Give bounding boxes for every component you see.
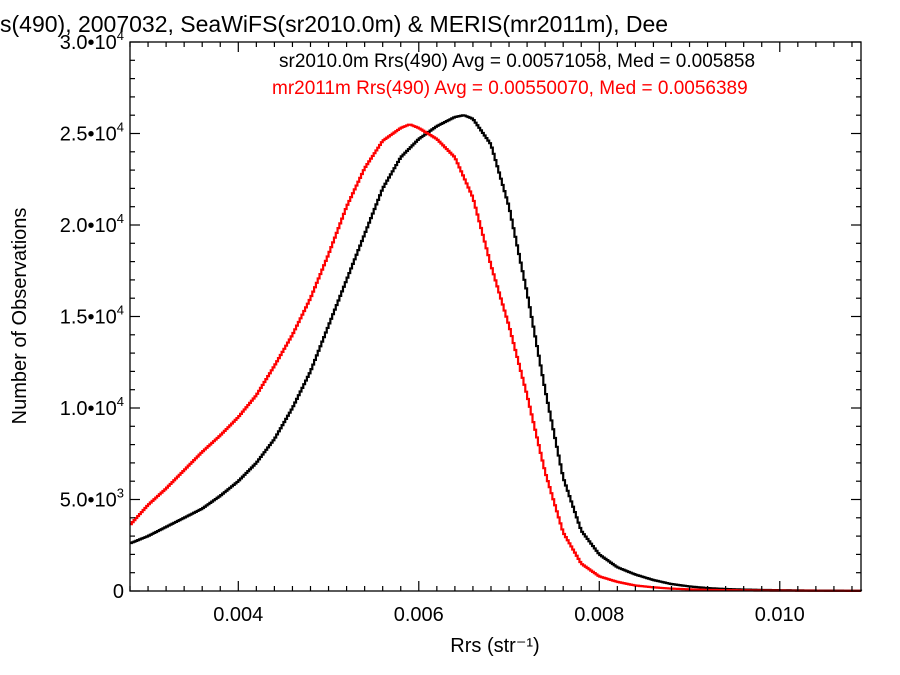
series-line-1 <box>130 123 861 592</box>
x-tick-label: 0.010 <box>755 604 805 626</box>
y-axis-label: Number of Observations <box>9 208 31 425</box>
annotations: sr2010.0m Rrs(490) Avg = 0.00571058, Med… <box>272 51 755 99</box>
y-tick-label: 3.0•104 <box>60 28 124 54</box>
y-tick-label: 5.0•103 <box>60 486 124 512</box>
x-tick-label: 0.004 <box>213 604 263 626</box>
annotation-black: sr2010.0m Rrs(490) Avg = 0.00571058, Med… <box>279 51 755 72</box>
x-tick-label: 0.006 <box>394 604 444 626</box>
chart-title: s(490), 2007032, SeaWiFS(sr2010.0m) & ME… <box>0 11 668 37</box>
y-tick-label: 1.0•104 <box>60 394 124 420</box>
annotation-red: mr2011m Rrs(490) Avg = 0.00550070, Med =… <box>272 78 748 99</box>
x-tick-label: 0.008 <box>574 604 624 626</box>
ticks-layer <box>129 41 861 592</box>
y-tick-labels: 0 5.0•103 1.0•104 1.5•104 2.0•104 2.5•104 3.0•… <box>60 28 124 603</box>
y-tick-label: 0 <box>113 581 124 603</box>
x-axis-label: Rrs (str⁻¹) <box>450 635 539 657</box>
y-tick-label: 2.0•104 <box>60 211 124 237</box>
x-tick-labels: 0.004 0.006 0.008 0.010 <box>213 604 805 626</box>
y-tick-label: 1.5•104 <box>60 303 124 329</box>
series-layer <box>130 114 863 592</box>
y-tick-label: 2.5•104 <box>60 120 124 146</box>
